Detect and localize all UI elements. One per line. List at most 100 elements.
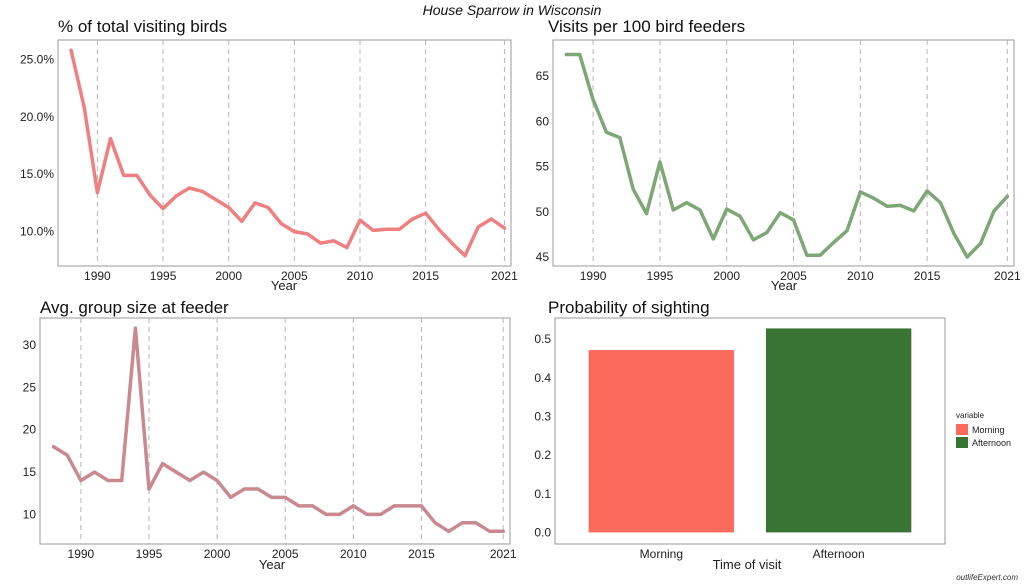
data-point bbox=[161, 207, 165, 211]
data-point bbox=[501, 529, 505, 533]
y-tick-label: 0.1 bbox=[534, 487, 551, 501]
x-axis-title: Time of visit bbox=[713, 557, 782, 572]
panel-title: Visits per 100 bird feeders bbox=[548, 17, 745, 36]
data-point bbox=[279, 221, 283, 226]
data-point bbox=[591, 98, 595, 102]
y-tick-label: 20 bbox=[23, 423, 37, 437]
data-point bbox=[872, 196, 876, 200]
data-point bbox=[671, 208, 675, 212]
x-tick-label: 2000 bbox=[204, 547, 231, 561]
plot-frame bbox=[552, 39, 1015, 267]
data-point bbox=[978, 241, 983, 245]
data-point bbox=[305, 232, 310, 236]
y-tick-label: 25 bbox=[23, 380, 37, 394]
x-tick-label: 1995 bbox=[150, 269, 177, 283]
data-point bbox=[406, 504, 410, 508]
data-point bbox=[711, 237, 715, 241]
data-point bbox=[227, 205, 231, 210]
x-axis-title: Year bbox=[771, 278, 798, 293]
data-point bbox=[858, 190, 862, 194]
data-point bbox=[832, 240, 836, 245]
data-point bbox=[65, 453, 69, 457]
data-point bbox=[188, 478, 192, 483]
x-axis-title: Year bbox=[259, 557, 286, 572]
data-point bbox=[52, 445, 56, 449]
data-point bbox=[365, 512, 369, 516]
data-point bbox=[174, 194, 178, 198]
data-point bbox=[564, 52, 568, 57]
data-point bbox=[965, 255, 969, 259]
panel-pct-visiting: % of total visiting birds 1990 1995 2000 20… bbox=[20, 17, 518, 293]
data-point bbox=[108, 137, 113, 141]
plot-frame bbox=[57, 39, 512, 267]
data-point bbox=[332, 239, 336, 243]
data-point bbox=[463, 254, 467, 258]
data-point bbox=[215, 478, 219, 483]
data-point bbox=[256, 487, 260, 491]
data-point bbox=[106, 478, 110, 483]
legend: variable Morning Afternoon bbox=[956, 411, 1011, 448]
legend-label-afternoon: Afternoon bbox=[972, 438, 1011, 448]
data-point bbox=[698, 208, 702, 212]
data-point bbox=[738, 214, 742, 218]
panel-probability-sighting: Probability of sighting 0.0 0.1 0.2 0.3 0.4 0… bbox=[534, 298, 1011, 572]
data-point bbox=[502, 226, 507, 230]
y-tick-label: 0.2 bbox=[534, 448, 551, 462]
data-point bbox=[324, 512, 328, 516]
data-point bbox=[685, 201, 689, 205]
data-point bbox=[725, 207, 729, 211]
data-point bbox=[92, 470, 97, 474]
data-point bbox=[310, 504, 315, 508]
data-point bbox=[371, 228, 375, 233]
series-line bbox=[69, 48, 507, 258]
data-point bbox=[898, 203, 903, 208]
data-point bbox=[765, 230, 769, 235]
y-tick-label: 0.4 bbox=[534, 371, 551, 385]
data-point bbox=[148, 193, 152, 197]
data-point bbox=[345, 246, 349, 250]
data-point bbox=[187, 186, 191, 190]
x-tick-label: 1995 bbox=[136, 547, 163, 561]
data-point bbox=[358, 218, 362, 222]
panel-group-size: Avg. group size at feeder 1990 1995 2000 20… bbox=[23, 298, 517, 572]
data-point bbox=[201, 470, 206, 474]
data-point bbox=[384, 227, 388, 231]
data-point bbox=[161, 461, 165, 466]
data-point bbox=[319, 241, 323, 245]
data-point bbox=[925, 189, 929, 193]
x-tick-label: 2005 bbox=[780, 269, 807, 283]
x-tick-label: 2010 bbox=[347, 269, 374, 283]
data-point bbox=[474, 521, 478, 525]
data-point bbox=[122, 173, 126, 177]
x-tick-label: 2005 bbox=[272, 547, 299, 561]
data-point bbox=[174, 470, 178, 474]
data-point bbox=[95, 190, 99, 195]
x-tick-label: 2000 bbox=[215, 269, 242, 283]
data-point bbox=[487, 529, 492, 533]
data-point bbox=[133, 326, 137, 330]
data-point bbox=[292, 229, 296, 234]
data-point bbox=[392, 504, 396, 508]
x-tick-label: 2005 bbox=[281, 269, 308, 283]
data-point bbox=[135, 173, 139, 177]
data-point bbox=[450, 241, 454, 245]
x-tick-label: 2010 bbox=[340, 547, 367, 561]
data-point bbox=[1005, 194, 1009, 198]
x-tick-label: 2015 bbox=[412, 269, 439, 283]
legend-title: variable bbox=[956, 411, 985, 420]
data-point bbox=[992, 209, 996, 213]
legend-swatch-morning bbox=[956, 424, 968, 435]
y-tick-label: 60 bbox=[536, 114, 550, 128]
watermark: outlifeExpert.com bbox=[956, 573, 1018, 582]
y-tick-label: 15 bbox=[23, 465, 37, 479]
panel-title: Avg. group size at feeder bbox=[40, 298, 229, 317]
data-point bbox=[297, 504, 301, 508]
data-point bbox=[644, 211, 649, 216]
x-tick-label: 1995 bbox=[647, 269, 674, 283]
y-tick-label: 50 bbox=[536, 205, 550, 219]
data-point bbox=[242, 487, 246, 491]
bar-morning bbox=[588, 350, 735, 533]
data-point bbox=[213, 197, 218, 202]
data-point bbox=[631, 187, 635, 191]
